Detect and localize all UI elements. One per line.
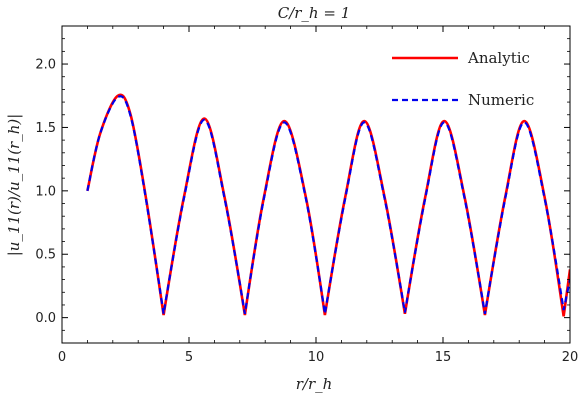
y-axis-title: |u_11(r)/u_11(r_h)| <box>5 114 23 257</box>
y-tick-label: 1.5 <box>35 121 56 136</box>
legend: Analytic Numeric <box>392 49 534 109</box>
x-tick-label: 15 <box>435 350 452 365</box>
chart-title: C/r_h = 1 <box>278 4 351 22</box>
y-tick-label: 0.5 <box>35 248 56 263</box>
legend-label-numeric: Numeric <box>468 91 534 109</box>
y-tick-label: 2.0 <box>35 58 56 73</box>
series-line-numeric <box>86 95 570 315</box>
x-tick-label: 10 <box>308 350 325 365</box>
x-axis: 0 5 10 15 20 <box>58 26 578 365</box>
y-axis: 0.0 0.5 1.0 1.5 2.0 <box>35 38 570 331</box>
plot-frame <box>61 25 571 344</box>
y-tick-label: 0.0 <box>35 311 56 326</box>
y-tick-label: 1.0 <box>35 184 56 199</box>
x-tick-label: 0 <box>58 350 66 365</box>
x-axis-title: r/r_h <box>296 375 333 393</box>
legend-label-analytic: Analytic <box>467 49 530 67</box>
x-tick-label: 5 <box>185 350 193 365</box>
x-tick-label: 20 <box>562 350 579 365</box>
